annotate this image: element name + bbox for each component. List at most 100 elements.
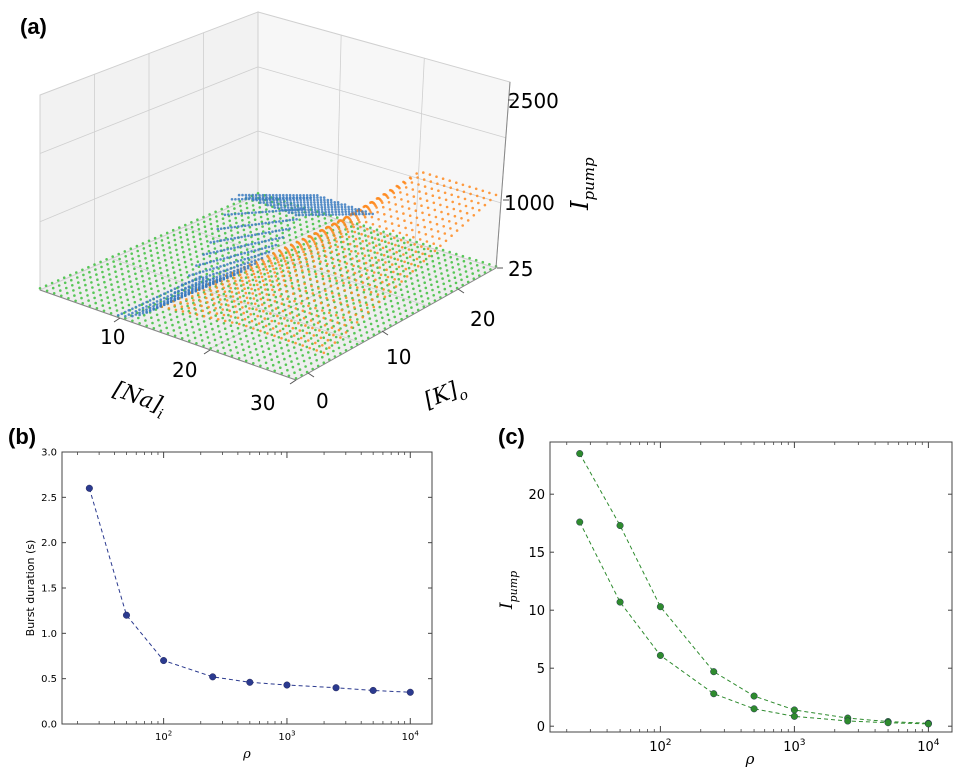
surface-point bbox=[220, 311, 223, 315]
surface-point bbox=[172, 329, 176, 332]
surface-point bbox=[165, 231, 169, 235]
surface-point bbox=[182, 318, 186, 321]
surface-point bbox=[343, 323, 346, 327]
surface-point bbox=[62, 276, 66, 280]
surface-point bbox=[440, 210, 443, 214]
surface-point bbox=[221, 217, 225, 220]
surface-point bbox=[443, 191, 447, 195]
surface-point bbox=[309, 362, 313, 365]
surface-point bbox=[269, 303, 273, 307]
surface-point bbox=[249, 351, 252, 354]
surface-point bbox=[341, 210, 344, 214]
surface-point bbox=[353, 331, 356, 335]
surface-point bbox=[319, 260, 322, 264]
surface-point bbox=[250, 331, 254, 335]
surface-point bbox=[219, 298, 222, 301]
surface-point bbox=[381, 280, 384, 284]
surface-point bbox=[313, 265, 317, 268]
surface-point bbox=[163, 292, 166, 296]
surface-point bbox=[250, 255, 253, 259]
surface-point bbox=[449, 255, 453, 259]
surface-point bbox=[352, 240, 356, 243]
surface-point bbox=[219, 249, 223, 253]
surface-point bbox=[212, 333, 215, 336]
surface-point bbox=[246, 250, 250, 254]
surface-point bbox=[333, 205, 337, 209]
surface-point bbox=[324, 210, 327, 214]
surface-point bbox=[262, 267, 265, 271]
surface-point bbox=[202, 253, 205, 256]
surface-point bbox=[248, 291, 251, 295]
surface-point bbox=[284, 363, 288, 367]
surface-point bbox=[386, 234, 389, 237]
surface-point bbox=[151, 321, 154, 325]
surface-point bbox=[393, 315, 397, 319]
surface-point bbox=[418, 255, 421, 259]
surface-point bbox=[265, 268, 269, 272]
surface-point bbox=[145, 324, 148, 328]
surface-point bbox=[263, 272, 266, 276]
surface-point bbox=[324, 293, 328, 296]
surface-point bbox=[378, 243, 381, 246]
surface-point bbox=[262, 235, 266, 238]
surface-point bbox=[334, 210, 338, 214]
surface-point bbox=[38, 287, 42, 290]
surface-point bbox=[293, 247, 297, 251]
surface-point bbox=[309, 307, 312, 310]
surface-point bbox=[288, 227, 291, 230]
surface-point bbox=[59, 289, 62, 292]
surface-point bbox=[65, 286, 68, 290]
surface-point bbox=[245, 206, 249, 210]
surface-point bbox=[268, 279, 272, 282]
surface-point bbox=[303, 206, 307, 209]
surface-point bbox=[259, 339, 262, 343]
surface-point bbox=[280, 264, 284, 267]
surface-point bbox=[405, 285, 409, 288]
surface-point bbox=[475, 264, 479, 267]
surface-point bbox=[317, 251, 320, 254]
surface-point bbox=[231, 305, 235, 309]
surface-point bbox=[285, 198, 289, 202]
surface-point bbox=[262, 198, 265, 202]
surface-point bbox=[108, 273, 111, 276]
surface-point bbox=[148, 306, 152, 310]
surface-point bbox=[147, 239, 151, 243]
surface-point bbox=[211, 327, 214, 331]
surface-point bbox=[439, 203, 442, 207]
surface-point bbox=[123, 283, 126, 286]
surface-point bbox=[376, 251, 379, 255]
surface-point bbox=[364, 301, 368, 305]
surface-point bbox=[438, 196, 441, 200]
surface-point bbox=[307, 339, 310, 342]
surface-point bbox=[258, 309, 262, 313]
surface-point bbox=[216, 349, 220, 353]
surface-point bbox=[196, 292, 200, 295]
surface-point bbox=[264, 361, 268, 365]
surface-point bbox=[402, 236, 405, 240]
tick-marks bbox=[113, 99, 514, 385]
surface-point bbox=[170, 296, 173, 300]
surface-point bbox=[281, 219, 285, 223]
surface-point bbox=[320, 234, 323, 238]
surface-point bbox=[296, 201, 299, 204]
surface-point bbox=[259, 201, 262, 204]
surface-point bbox=[336, 201, 340, 204]
surface-point bbox=[401, 264, 404, 268]
surface-point bbox=[140, 303, 144, 307]
surface-point bbox=[169, 251, 172, 254]
surface-point bbox=[276, 355, 279, 359]
surface-point bbox=[173, 238, 177, 242]
surface-point bbox=[162, 316, 166, 319]
surface-point bbox=[287, 251, 291, 254]
surface-point bbox=[415, 303, 419, 306]
surface-point bbox=[180, 240, 183, 244]
surface-point bbox=[143, 252, 146, 255]
surface-point bbox=[298, 218, 302, 222]
surface-point bbox=[321, 331, 324, 334]
surface-point bbox=[348, 252, 352, 256]
surface-point bbox=[251, 240, 254, 244]
surface-point bbox=[407, 248, 411, 251]
surface-point bbox=[309, 194, 312, 197]
surface-point bbox=[194, 289, 198, 292]
surface-point bbox=[270, 319, 274, 323]
